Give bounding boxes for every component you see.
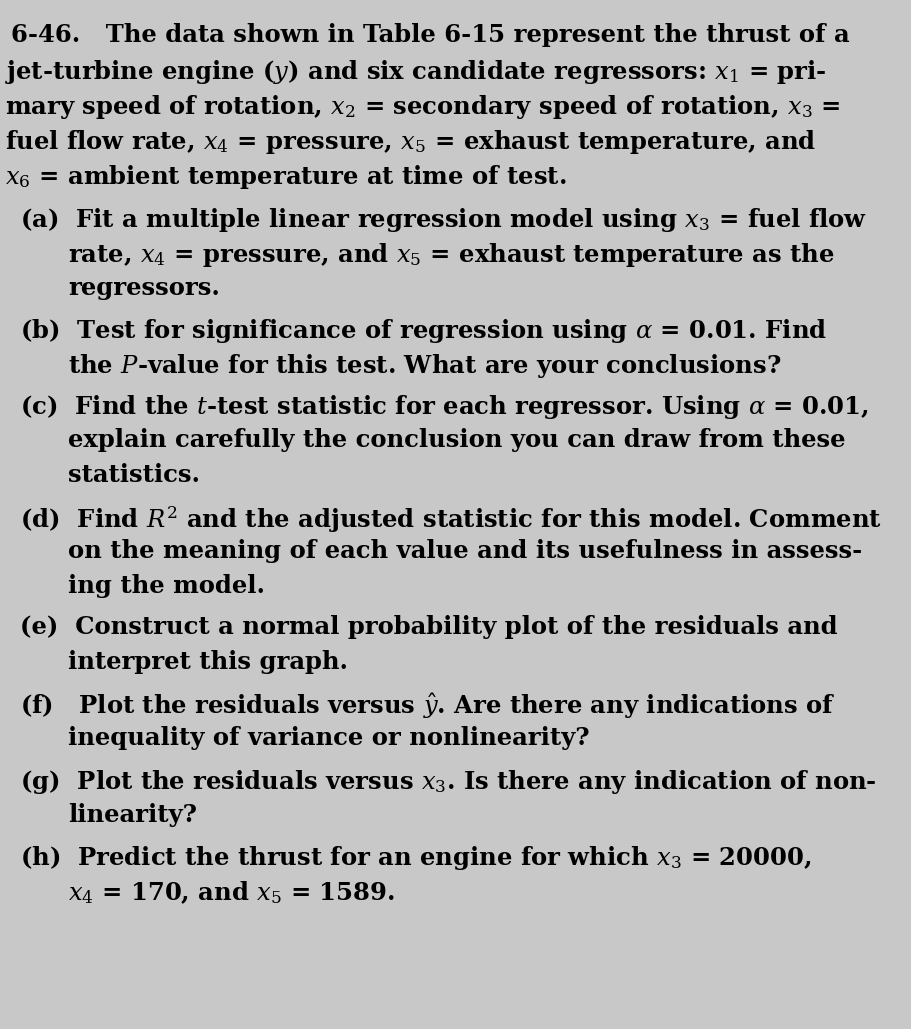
Text: (b)  Test for significance of regression using $\alpha$ = 0.01. Find: (b) Test for significance of regression … — [20, 317, 827, 345]
Text: (h)  Predict the thrust for an engine for which $x_3$ = 20000,: (h) Predict the thrust for an engine for… — [20, 844, 812, 872]
Text: interpret this graph.: interpret this graph. — [68, 650, 348, 674]
Text: mary speed of rotation, $x_2$ = secondary speed of rotation, $x_3$ =: mary speed of rotation, $x_2$ = secondar… — [5, 93, 840, 120]
Text: (c)  Find the $t$-test statistic for each regressor. Using $\alpha$ = 0.01,: (c) Find the $t$-test statistic for each… — [20, 393, 869, 421]
Text: inequality of variance or nonlinearity?: inequality of variance or nonlinearity? — [68, 726, 590, 750]
Text: linearity?: linearity? — [68, 803, 198, 826]
Text: the $P$-value for this test. What are your conclusions?: the $P$-value for this test. What are yo… — [68, 352, 782, 380]
Text: (e)  Construct a normal probability plot of the residuals and: (e) Construct a normal probability plot … — [20, 615, 838, 639]
Text: $x_6$ = ambient temperature at time of test.: $x_6$ = ambient temperature at time of t… — [5, 163, 566, 190]
Text: rate, $x_4$ = pressure, and $x_5$ = exhaust temperature as the: rate, $x_4$ = pressure, and $x_5$ = exha… — [68, 241, 834, 269]
Text: fuel flow rate, $x_4$ = pressure, $x_5$ = exhaust temperature, and: fuel flow rate, $x_4$ = pressure, $x_5$ … — [5, 128, 815, 155]
Text: (g)  Plot the residuals versus $x_3$. Is there any indication of non-: (g) Plot the residuals versus $x_3$. Is … — [20, 768, 876, 795]
Text: regressors.: regressors. — [68, 276, 220, 299]
Text: on the meaning of each value and its usefulness in assess-: on the meaning of each value and its use… — [68, 539, 863, 563]
Text: (f)   Plot the residuals versus $\hat{y}$. Are there any indications of: (f) Plot the residuals versus $\hat{y}$.… — [20, 691, 835, 721]
Text: (d)  Find $R^2$ and the adjusted statistic for this model. Comment: (d) Find $R^2$ and the adjusted statisti… — [20, 504, 882, 535]
Text: jet-turbine engine ($y$) and six candidate regressors: $x_1$ = pri-: jet-turbine engine ($y$) and six candida… — [5, 58, 826, 85]
Text: (a)  Fit a multiple linear regression model using $x_3$ = fuel flow: (a) Fit a multiple linear regression mod… — [20, 206, 867, 234]
Text: ing the model.: ing the model. — [68, 574, 265, 598]
Text: 6-46.   The data shown in Table 6-15 represent the thrust of a: 6-46. The data shown in Table 6-15 repre… — [11, 23, 850, 46]
Text: $x_4$ = 170, and $x_5$ = 1589.: $x_4$ = 170, and $x_5$ = 1589. — [68, 879, 395, 906]
Text: statistics.: statistics. — [68, 463, 200, 487]
Text: explain carefully the conclusion you can draw from these: explain carefully the conclusion you can… — [68, 428, 845, 452]
